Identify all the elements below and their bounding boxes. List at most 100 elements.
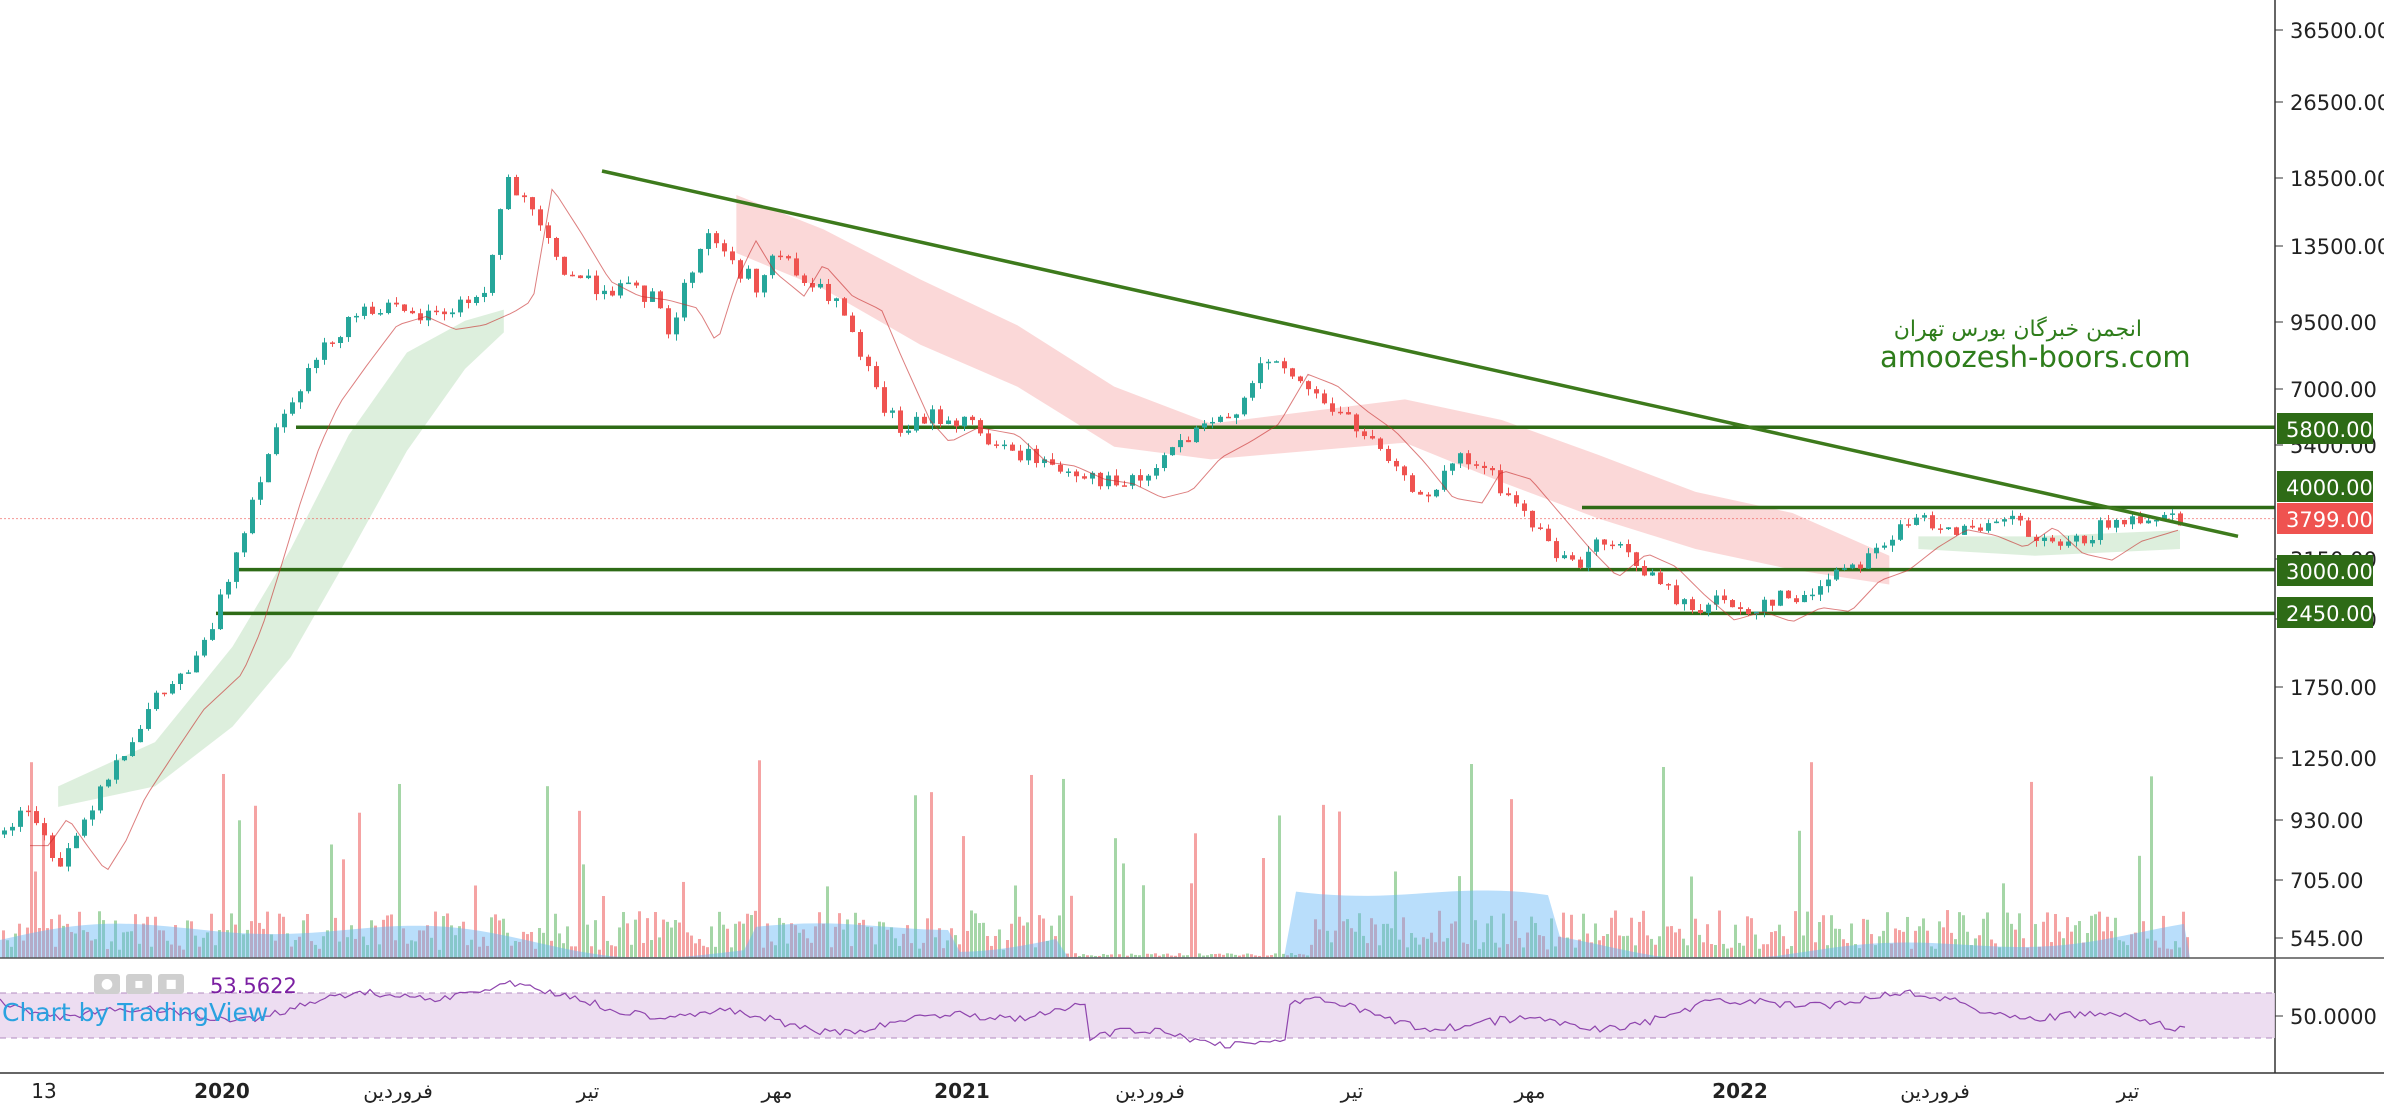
candle-body <box>1658 572 1663 585</box>
time-tick-label: فروردین <box>363 1079 433 1103</box>
candle-body <box>530 197 535 210</box>
volume-bar <box>1482 942 1485 958</box>
volume-bar <box>1446 938 1449 958</box>
candle-body <box>1010 444 1015 451</box>
candle-body <box>642 285 647 302</box>
level-tag[interactable] <box>2277 413 2373 444</box>
volume-bar <box>2162 915 2165 958</box>
candle-body <box>1410 475 1415 492</box>
volume-bar <box>506 932 509 958</box>
volume-bar <box>262 928 265 958</box>
level-tag[interactable] <box>2277 471 2373 502</box>
volume-bar <box>2002 883 2005 958</box>
candle-body <box>2130 516 2135 525</box>
volume-bar <box>794 925 797 958</box>
candle-body <box>770 255 775 276</box>
volume-bar <box>526 934 529 958</box>
candle-body <box>330 342 335 344</box>
volume-bar <box>706 947 709 958</box>
watermark-farsi: انجمن خبرگان بورس تهران <box>1894 316 2142 342</box>
volume-bar <box>130 931 133 958</box>
candle-body <box>618 283 623 296</box>
volume-bar <box>1222 954 1225 958</box>
volume-bar <box>998 929 1001 958</box>
descending-trendline[interactable] <box>601 169 2239 539</box>
candle-body <box>18 810 23 827</box>
volume-bar <box>1134 954 1137 958</box>
candle-body <box>1738 607 1743 610</box>
volume-bar <box>86 931 89 958</box>
candle-body <box>1898 524 1903 540</box>
volume-bar <box>1594 923 1597 958</box>
volume-bar <box>1082 954 1085 958</box>
fullscreen-icon[interactable]: ◼ <box>158 974 184 994</box>
volume-bar <box>430 937 433 958</box>
volume-bar <box>1030 774 1033 958</box>
volume-bar <box>1058 915 1061 958</box>
volume-bar <box>1062 778 1065 958</box>
tradingview-credit[interactable]: Chart by TradingView <box>2 998 269 1027</box>
volume-bar <box>438 949 441 958</box>
volume-bar <box>1274 953 1277 958</box>
candle-body <box>946 420 951 425</box>
time-tick-label: 2020 <box>194 1079 250 1103</box>
candle-body <box>1050 459 1055 465</box>
volume-bar <box>866 926 869 958</box>
volume-bar <box>1490 915 1493 958</box>
candle-body <box>154 692 159 710</box>
volume-bar <box>2070 931 2073 958</box>
candle-body <box>1498 470 1503 494</box>
volume-bar <box>1834 928 1837 958</box>
volume-bar <box>1722 943 1725 958</box>
candle-body <box>410 310 415 314</box>
candle-body <box>1882 545 1887 548</box>
candle-body <box>458 299 463 313</box>
volume-bar <box>1018 916 1021 958</box>
volume-bar <box>1642 910 1645 958</box>
volume-bar <box>1266 955 1269 958</box>
volume-bar <box>798 932 801 958</box>
volume-bar <box>666 921 669 958</box>
candle-body <box>362 306 367 316</box>
volume-bar <box>518 941 521 958</box>
settings-icon[interactable]: ▪ <box>126 974 152 994</box>
last-price-tag[interactable] <box>2277 503 2373 534</box>
rsi-line <box>0 979 2186 1049</box>
candle-body <box>626 282 631 285</box>
candle-body <box>1666 584 1671 586</box>
volume-bar <box>1582 913 1585 958</box>
volume-bar <box>2090 915 2093 958</box>
volume-bar <box>1506 944 1509 958</box>
candle-body <box>650 291 655 302</box>
volume-bar <box>166 940 169 958</box>
candle-body <box>1386 448 1391 461</box>
volume-bar <box>598 949 601 958</box>
volume-bar <box>242 934 245 958</box>
volume-bar <box>954 935 957 958</box>
volume-bar <box>1890 943 1893 958</box>
candle-body <box>1594 539 1599 552</box>
level-tag[interactable] <box>2277 597 2373 628</box>
candle-body <box>1626 544 1631 553</box>
price-tick-label: 7000.00 <box>2290 378 2377 402</box>
volume-bar <box>702 945 705 958</box>
volume-bar <box>1970 945 1973 958</box>
volume-bar <box>1854 944 1857 958</box>
level-tag[interactable] <box>2277 555 2373 586</box>
candle-body <box>890 410 895 413</box>
volume-bar <box>1282 953 1285 958</box>
time-tick-label: تیر <box>576 1079 600 1103</box>
volume-bar <box>1202 955 1205 958</box>
candle-body <box>1154 468 1159 476</box>
volume-bar <box>574 946 577 958</box>
candle-body <box>418 313 423 321</box>
candle-body <box>1322 393 1327 404</box>
volume-bar <box>410 940 413 958</box>
volume-bar <box>2154 940 2157 958</box>
volume-bar <box>678 922 681 958</box>
volume-bar <box>1626 935 1629 958</box>
candle-body <box>346 316 351 338</box>
camera-icon[interactable]: ● <box>94 974 120 994</box>
